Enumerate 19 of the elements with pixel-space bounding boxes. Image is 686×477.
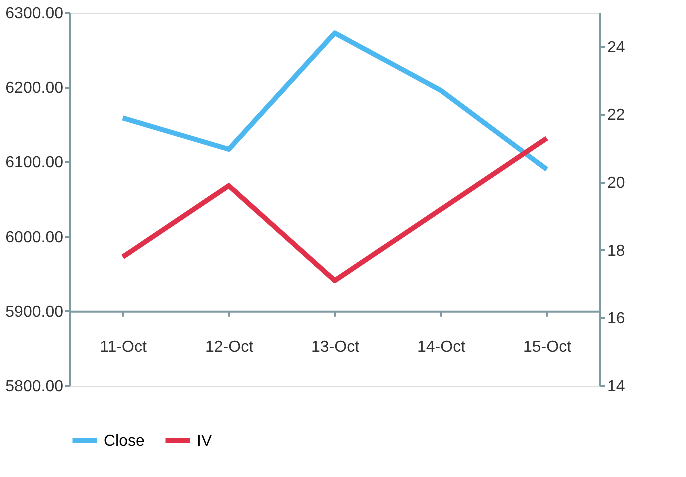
x-tick-label: 14-Oct xyxy=(417,338,466,356)
y2-tick-label: 16 xyxy=(608,310,626,328)
y-tick-label: 6000.00 xyxy=(6,229,64,246)
y-tick-label: 6300.00 xyxy=(6,6,64,22)
y-tick-label: 5900.00 xyxy=(6,304,64,321)
y-tick-label: 6200.00 xyxy=(6,80,64,98)
y-tick-label: 6100.00 xyxy=(6,154,64,172)
x-tick-label: 13-Oct xyxy=(311,338,360,356)
y2-tick-label: 20 xyxy=(608,175,626,192)
legend-label: IV xyxy=(197,433,212,450)
x-tick-label: 12-Oct xyxy=(205,338,254,356)
x-tick-label: 15-Oct xyxy=(523,338,572,356)
y2-tick-label: 18 xyxy=(608,242,626,260)
legend-label: Close xyxy=(104,433,146,450)
y2-tick-label: 22 xyxy=(608,107,626,124)
y2-tick-label: 24 xyxy=(608,39,626,56)
y-tick-label: 5800.00 xyxy=(6,378,64,396)
y2-tick-label: 14 xyxy=(608,378,626,396)
x-tick-label: 11-Oct xyxy=(100,338,148,356)
